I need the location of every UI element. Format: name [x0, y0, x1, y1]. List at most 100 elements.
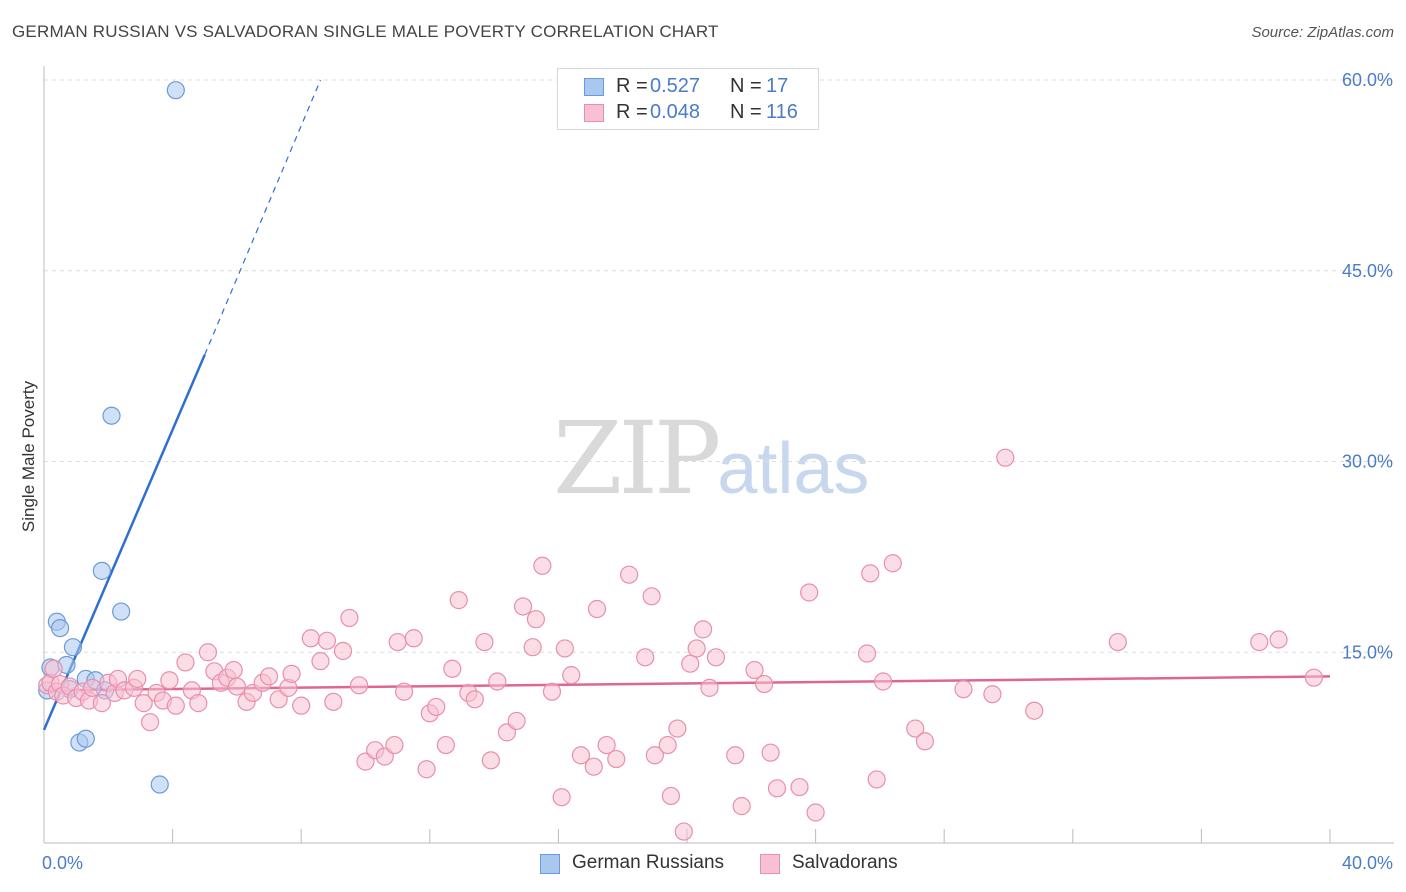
point-salvadorans — [642, 587, 661, 606]
point-salvadorans — [333, 641, 353, 661]
point-salvadorans — [449, 591, 468, 610]
point-salvadorans — [443, 659, 462, 678]
point-german-russians — [76, 729, 95, 748]
point-salvadorans — [523, 638, 542, 657]
legend-swatch-blue — [584, 78, 604, 96]
legend-r-label: R = — [616, 75, 648, 97]
point-salvadorans — [661, 786, 681, 806]
point-salvadorans — [533, 556, 552, 575]
point-salvadorans — [394, 682, 414, 701]
source-label: Source: ZipAtlas.com — [1251, 24, 1394, 41]
point-german-russians — [102, 406, 121, 425]
point-salvadorans — [140, 713, 160, 732]
point-salvadorans — [282, 664, 301, 683]
point-german-russians — [166, 81, 185, 100]
point-german-russians — [92, 561, 111, 580]
point-salvadorans — [745, 660, 764, 680]
point-salvadorans — [44, 659, 63, 678]
axes — [43, 66, 1394, 844]
point-salvadorans — [227, 677, 246, 696]
point-salvadorans — [301, 629, 320, 648]
point-salvadorans — [636, 648, 655, 667]
point-salvadorans — [874, 672, 893, 691]
point-salvadorans — [681, 654, 700, 673]
point-salvadorans — [349, 676, 369, 695]
point-german-russians — [50, 618, 70, 638]
y-tick-label: 60.0% — [1342, 70, 1393, 90]
point-salvadorans — [761, 743, 780, 762]
point-salvadorans — [767, 779, 787, 798]
point-salvadorans — [475, 632, 494, 652]
point-salvadorans — [160, 671, 179, 690]
point-salvadorans — [513, 597, 533, 616]
tick-labels: 15.0% 30.0% 45.0% 60.0% 0.0% 40.0% Single Male… — [19, 70, 1393, 873]
point-salvadorans — [317, 631, 337, 650]
point-salvadorans — [883, 554, 902, 573]
legend-r-label: R = — [616, 101, 648, 123]
bottom-legend-label: German Russians — [572, 852, 725, 873]
point-salvadorans — [996, 448, 1015, 467]
point-salvadorans — [790, 777, 809, 797]
y-axis-title: Single Male Poverty — [19, 380, 38, 532]
chart-title: GERMAN RUSSIAN VS SALVADORAN SINGLE MALE… — [12, 22, 719, 41]
point-salvadorans — [1269, 630, 1288, 649]
point-salvadorans — [1250, 632, 1269, 652]
point-salvadorans — [620, 565, 639, 584]
point-salvadorans — [488, 672, 507, 691]
point-salvadorans — [658, 735, 677, 755]
point-salvadorans — [562, 666, 581, 685]
bottom-legend-swatch-pink — [760, 854, 780, 874]
point-german-russians — [150, 775, 169, 794]
point-salvadorans — [726, 746, 745, 765]
point-salvadorans — [404, 629, 423, 648]
point-salvadorans — [1304, 668, 1324, 687]
x-tick-label: 0.0% — [42, 853, 83, 873]
point-salvadorans — [906, 719, 925, 738]
legend-n-label: N = — [730, 101, 762, 123]
point-salvadorans — [417, 760, 436, 779]
trend-lines — [42, 79, 1331, 731]
point-salvadorans — [134, 694, 153, 713]
point-salvadorans — [857, 644, 877, 663]
point-salvadorans — [983, 685, 1002, 704]
point-salvadorans — [555, 639, 574, 658]
legend-n-value: 17 — [766, 75, 789, 97]
legend-n-value: 116 — [766, 101, 798, 123]
point-salvadorans — [915, 732, 935, 751]
point-salvadorans — [1108, 632, 1127, 652]
legend-row-german-russians: R = 0.527 N = 17 — [558, 75, 818, 101]
x-tick-label: 40.0% — [1342, 853, 1393, 873]
point-salvadorans — [311, 652, 330, 671]
trend-line-german-russians-extension — [204, 79, 322, 355]
data-points — [38, 81, 1324, 841]
point-salvadorans — [806, 803, 825, 822]
point-salvadorans — [800, 583, 819, 602]
point-salvadorans — [1025, 701, 1044, 720]
point-salvadorans — [552, 788, 571, 807]
bottom-legend-label: Salvadorans — [792, 852, 898, 873]
grid-lines — [44, 79, 1394, 653]
point-salvadorans — [166, 696, 185, 715]
point-salvadorans — [645, 746, 664, 765]
point-salvadorans — [954, 680, 973, 699]
bottom-legend-swatch-blue — [540, 854, 560, 874]
point-salvadorans — [224, 660, 243, 680]
point-salvadorans — [668, 719, 687, 738]
point-salvadorans — [861, 564, 880, 583]
point-salvadorans — [465, 690, 484, 709]
point-salvadorans — [128, 669, 147, 689]
point-salvadorans — [674, 822, 693, 841]
legend-n-label: N = — [730, 75, 762, 97]
point-salvadorans — [755, 674, 774, 694]
point-salvadorans — [867, 770, 886, 789]
point-salvadorans — [83, 678, 102, 697]
point-salvadorans — [198, 643, 218, 662]
point-salvadorans — [324, 692, 343, 711]
point-salvadorans — [706, 648, 726, 667]
point-german-russians — [63, 638, 83, 657]
point-salvadorans — [189, 694, 208, 713]
point-salvadorans — [587, 599, 607, 619]
correlation-legend: R = 0.527 N = 17 R = 0.048 N = 116 — [557, 68, 819, 130]
point-salvadorans — [571, 746, 591, 765]
point-salvadorans — [436, 735, 455, 755]
